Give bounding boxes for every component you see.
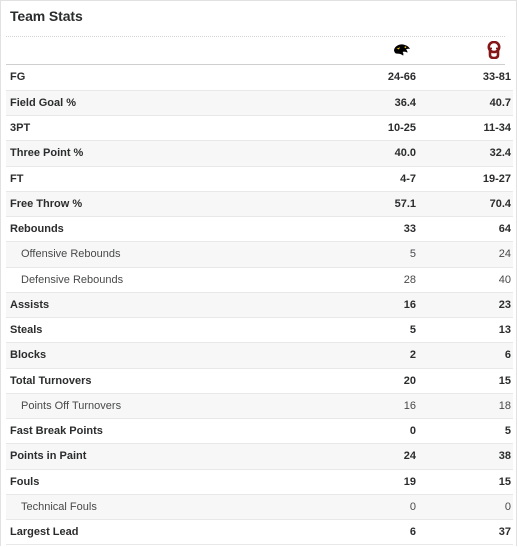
stat-row: Steals 5 13 [6, 317, 513, 344]
stat-row: Largest Lead 6 37 [6, 519, 513, 546]
stat-row: Field Goal % 36.4 40.7 [6, 90, 513, 117]
home-stat-value: 40 [416, 267, 513, 293]
stat-label: Defensive Rebounds [6, 267, 319, 293]
home-stat-value: 23 [416, 292, 513, 319]
home-stat-value: 0 [416, 494, 513, 521]
stat-row: 3PT 10-25 11-34 [6, 115, 513, 142]
stat-label: Technical Fouls [6, 494, 319, 521]
home-stat-value: 70.4 [416, 191, 513, 218]
stat-label: Points Off Turnovers [6, 393, 319, 420]
oklahoma-ou-icon[interactable] [485, 41, 503, 59]
stat-row: Rebounds 33 64 [6, 216, 513, 243]
stat-row: Free Throw % 57.1 70.4 [6, 191, 513, 218]
home-stat-value: 6 [416, 342, 513, 369]
away-stat-value: 19 [319, 469, 416, 495]
home-stat-value: 13 [416, 317, 513, 344]
away-stat-value: 0 [319, 418, 416, 445]
stat-label: Fouls [6, 469, 319, 495]
stat-row: Fouls 19 15 [6, 469, 513, 495]
away-stat-value: 28 [319, 267, 416, 293]
away-stat-value: 24-66 [319, 65, 416, 91]
home-stat-value: 33-81 [416, 65, 513, 91]
away-stat-value: 16 [319, 393, 416, 420]
home-stat-value: 19-27 [416, 166, 513, 192]
stat-row: Blocks 2 6 [6, 342, 513, 369]
away-stat-value: 6 [319, 519, 416, 546]
home-stat-value: 64 [416, 216, 513, 243]
stat-row: FG 24-66 33-81 [6, 65, 513, 91]
team-stats-title: Team Stats [10, 8, 83, 24]
team-logos-header [6, 37, 505, 65]
away-stat-value: 0 [319, 494, 416, 521]
stat-row: Points in Paint 24 38 [6, 443, 513, 470]
stat-label: Blocks [6, 342, 319, 369]
stat-row: Defensive Rebounds 28 40 [6, 267, 513, 293]
stat-label: Total Turnovers [6, 368, 319, 394]
away-stat-value: 57.1 [319, 191, 416, 218]
stat-label: Largest Lead [6, 519, 319, 546]
away-stat-value: 5 [319, 317, 416, 344]
away-stat-value: 16 [319, 292, 416, 319]
iowa-hawkeye-icon[interactable] [393, 41, 411, 59]
stat-row: Technical Fouls 0 0 [6, 494, 513, 521]
stat-row: FT 4-7 19-27 [6, 166, 513, 192]
stat-row: Fast Break Points 0 5 [6, 418, 513, 445]
stat-label: Free Throw % [6, 191, 319, 218]
stat-label: Rebounds [6, 216, 319, 243]
stat-row: Total Turnovers 20 15 [6, 368, 513, 394]
stat-label: FG [6, 65, 319, 91]
away-stat-value: 20 [319, 368, 416, 394]
home-stat-value: 38 [416, 443, 513, 470]
stat-row: Three Point % 40.0 32.4 [6, 140, 513, 167]
away-stat-value: 5 [319, 241, 416, 268]
stat-row: Points Off Turnovers 16 18 [6, 393, 513, 420]
home-stat-value: 18 [416, 393, 513, 420]
home-stat-value: 11-34 [416, 115, 513, 142]
home-stat-value: 32.4 [416, 140, 513, 167]
away-stat-value: 10-25 [319, 115, 416, 142]
stat-label: Fast Break Points [6, 418, 319, 445]
stat-label: FT [6, 166, 319, 192]
home-stat-value: 40.7 [416, 90, 513, 117]
home-stat-value: 5 [416, 418, 513, 445]
away-stat-value: 2 [319, 342, 416, 369]
away-stat-value: 24 [319, 443, 416, 470]
title-divider [6, 36, 505, 37]
team-stats-table: FG 24-66 33-81 Field Goal % 36.4 40.7 3PT 10-25… [6, 65, 513, 546]
home-stat-value: 24 [416, 241, 513, 268]
away-stat-value: 33 [319, 216, 416, 243]
stat-label: Assists [6, 292, 319, 319]
home-stat-value: 15 [416, 368, 513, 394]
away-stat-value: 36.4 [319, 90, 416, 117]
home-stat-value: 37 [416, 519, 513, 546]
stat-label: Field Goal % [6, 90, 319, 117]
away-stat-value: 40.0 [319, 140, 416, 167]
stat-label: 3PT [6, 115, 319, 142]
stat-row: Offensive Rebounds 5 24 [6, 241, 513, 268]
stat-row: Assists 16 23 [6, 292, 513, 319]
home-stat-value: 15 [416, 469, 513, 495]
away-stat-value: 4-7 [319, 166, 416, 192]
stat-label: Three Point % [6, 140, 319, 167]
stat-label: Points in Paint [6, 443, 319, 470]
stat-label: Offensive Rebounds [6, 241, 319, 268]
stat-label: Steals [6, 317, 319, 344]
